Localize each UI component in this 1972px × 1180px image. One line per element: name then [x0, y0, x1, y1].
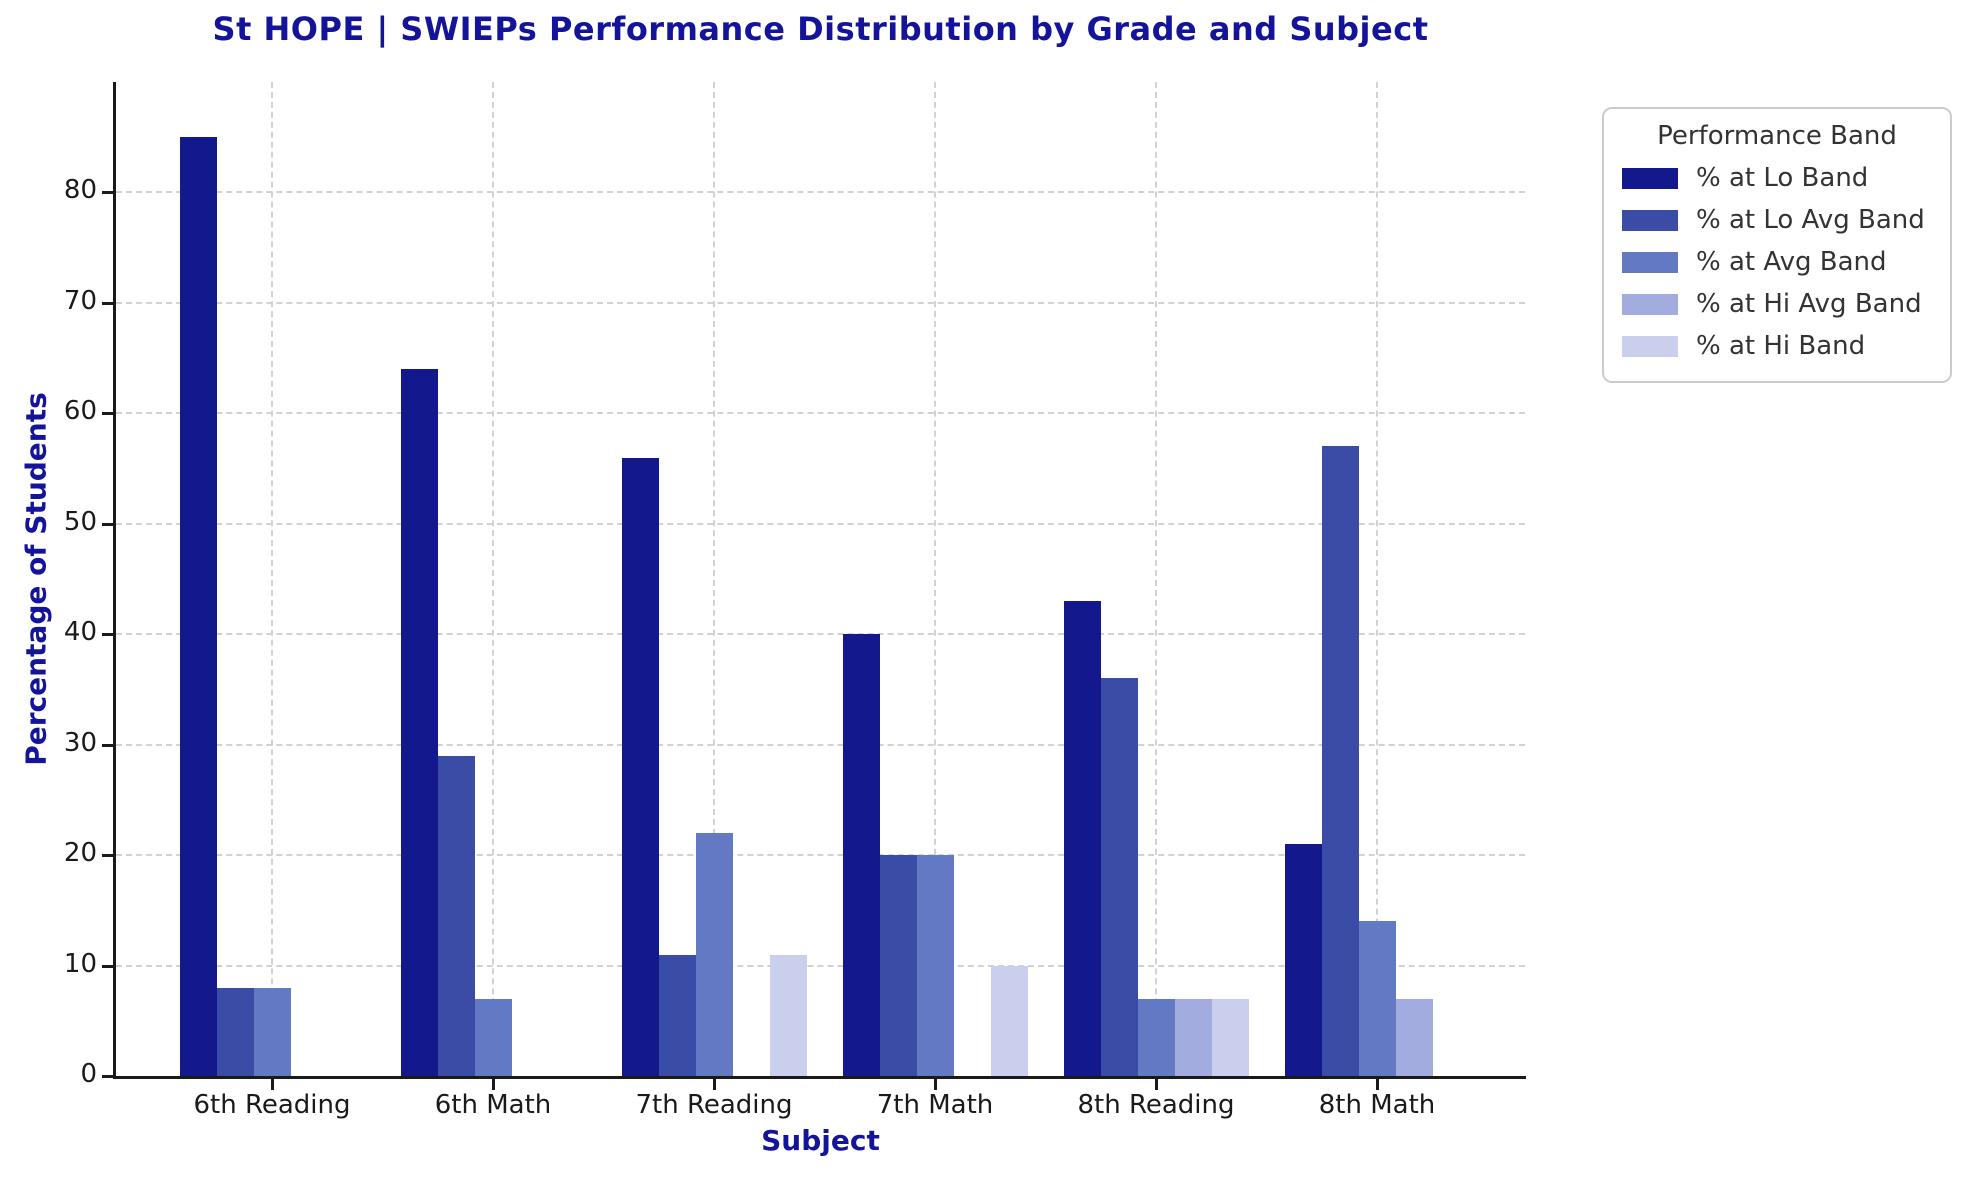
- y-tick-label: 20: [63, 838, 97, 869]
- x-gridline: [1155, 82, 1157, 1074]
- y-tick: [102, 522, 113, 526]
- y-tick: [102, 964, 113, 968]
- x-tick: [1376, 1079, 1379, 1090]
- y-tick-label: 10: [63, 948, 97, 979]
- y-tick: [102, 301, 113, 305]
- bar: [1211, 998, 1249, 1076]
- legend-item: % at Lo Band: [1622, 157, 1932, 199]
- bar: [769, 954, 807, 1076]
- x-gridline: [934, 82, 936, 1074]
- bar: [1284, 844, 1322, 1076]
- y-gridline: [116, 854, 1525, 857]
- bar: [1063, 601, 1101, 1076]
- x-tick: [271, 1079, 274, 1090]
- y-tick-label: 60: [63, 396, 97, 427]
- bar: [1137, 998, 1175, 1076]
- x-gridline: [271, 82, 273, 1074]
- legend-item: % at Hi Avg Band: [1622, 283, 1932, 325]
- legend-swatch-icon: [1622, 251, 1678, 273]
- legend-item-label: % at Hi Avg Band: [1696, 289, 1922, 319]
- bar: [621, 457, 659, 1076]
- bar: [253, 987, 291, 1076]
- x-tick-label: 8th Math: [1318, 1090, 1436, 1120]
- legend-items: % at Lo Band % at Lo Avg Band % at Avg Ban…: [1622, 157, 1932, 367]
- legend-title: Performance Band: [1657, 121, 1897, 151]
- bar: [474, 998, 512, 1076]
- x-tick: [713, 1079, 716, 1090]
- bar: [179, 137, 217, 1076]
- bar: [1395, 998, 1433, 1076]
- y-gridline: [116, 301, 1525, 304]
- y-gridline: [116, 412, 1525, 415]
- bar: [1174, 998, 1212, 1076]
- legend-item: % at Avg Band: [1622, 241, 1932, 283]
- y-tick-label: 80: [63, 175, 97, 206]
- y-axis-line: [113, 82, 116, 1079]
- y-tick-label: 50: [63, 506, 97, 537]
- legend-item-label: % at Lo Band: [1696, 163, 1869, 193]
- legend-swatch-icon: [1622, 335, 1678, 357]
- x-axis-line: [113, 1076, 1526, 1079]
- bar: [437, 755, 475, 1076]
- legend-item-label: % at Avg Band: [1696, 247, 1887, 277]
- y-tick: [102, 854, 113, 858]
- x-tick-label: 6th Reading: [193, 1090, 351, 1120]
- bar: [990, 965, 1028, 1076]
- y-tick: [102, 743, 113, 747]
- x-tick-label: 7th Reading: [635, 1090, 793, 1120]
- bar: [916, 855, 954, 1076]
- legend-swatch-icon: [1622, 167, 1678, 189]
- bar: [695, 833, 733, 1076]
- x-tick-label: 7th Math: [876, 1090, 994, 1120]
- legend-item: % at Lo Avg Band: [1622, 199, 1932, 241]
- x-gridline: [492, 82, 494, 1074]
- legend-swatch-icon: [1622, 293, 1678, 315]
- legend-swatch-icon: [1622, 209, 1678, 231]
- bar: [1358, 921, 1396, 1076]
- y-axis-label: Percentage of Students: [19, 392, 53, 766]
- x-tick-label: 6th Math: [434, 1090, 552, 1120]
- y-tick-label: 40: [63, 617, 97, 648]
- y-gridline: [116, 522, 1525, 525]
- y-tick-label: 30: [63, 727, 97, 758]
- bar: [879, 855, 917, 1076]
- y-gridline: [116, 743, 1525, 746]
- bar: [1100, 678, 1138, 1076]
- x-tick: [492, 1079, 495, 1090]
- y-tick-label: 70: [63, 285, 97, 316]
- bar: [400, 369, 438, 1076]
- y-tick: [102, 1075, 113, 1078]
- bar: [1321, 446, 1359, 1076]
- legend-item-label: % at Lo Avg Band: [1696, 205, 1925, 235]
- legend-item: % at Hi Band: [1622, 325, 1932, 367]
- y-gridline: [116, 964, 1525, 967]
- bar: [842, 634, 880, 1076]
- x-axis-label: Subject: [761, 1124, 880, 1157]
- legend: Performance Band % at Lo Band % at Lo Avg…: [1602, 107, 1952, 383]
- x-gridline: [713, 82, 715, 1074]
- chart-title: St HOPE | SWIEPs Performance Distributio…: [212, 10, 1429, 48]
- y-tick-label: 0: [80, 1059, 97, 1089]
- x-tick: [1155, 1079, 1158, 1090]
- bar: [216, 987, 254, 1076]
- y-tick: [102, 412, 113, 416]
- x-tick: [934, 1079, 937, 1090]
- bar: [658, 954, 696, 1076]
- legend-item-label: % at Hi Band: [1696, 331, 1866, 361]
- y-gridline: [116, 633, 1525, 636]
- y-gridline: [116, 191, 1525, 194]
- y-tick: [102, 191, 113, 195]
- y-tick: [102, 633, 113, 637]
- x-gridline: [1376, 82, 1378, 1074]
- x-tick-label: 8th Reading: [1077, 1090, 1235, 1120]
